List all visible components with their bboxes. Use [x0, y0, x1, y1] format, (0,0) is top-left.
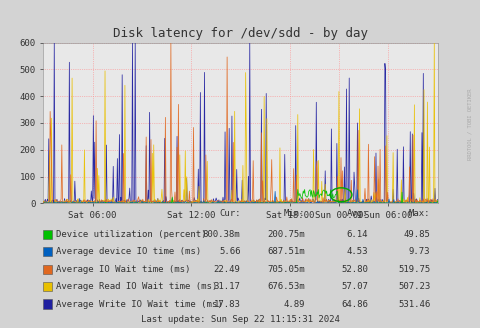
Text: RRDTOOL / TOBI OETIKER: RRDTOOL / TOBI OETIKER: [467, 89, 472, 160]
Text: 800.38m: 800.38m: [203, 230, 240, 239]
Text: Avg:: Avg:: [346, 210, 367, 218]
Text: Last update: Sun Sep 22 11:15:31 2024: Last update: Sun Sep 22 11:15:31 2024: [141, 315, 339, 324]
Text: 9.73: 9.73: [408, 247, 430, 256]
Text: Average device IO time (ms): Average device IO time (ms): [56, 247, 201, 256]
Text: Min:: Min:: [283, 210, 305, 218]
Text: 31.17: 31.17: [213, 282, 240, 291]
Text: Average Write IO Wait time (ms): Average Write IO Wait time (ms): [56, 299, 222, 309]
Text: 49.85: 49.85: [403, 230, 430, 239]
Text: 676.53m: 676.53m: [267, 282, 305, 291]
Text: Max:: Max:: [408, 210, 430, 218]
Text: 705.05m: 705.05m: [267, 265, 305, 274]
Text: 4.53: 4.53: [346, 247, 367, 256]
Text: Average IO Wait time (ms): Average IO Wait time (ms): [56, 265, 190, 274]
Text: 22.49: 22.49: [213, 265, 240, 274]
Text: 52.80: 52.80: [340, 265, 367, 274]
Text: 5.66: 5.66: [218, 247, 240, 256]
Text: Average Read IO Wait time (ms): Average Read IO Wait time (ms): [56, 282, 216, 291]
Text: 57.07: 57.07: [340, 282, 367, 291]
Text: 531.46: 531.46: [397, 299, 430, 309]
Text: 507.23: 507.23: [397, 282, 430, 291]
Text: 200.75m: 200.75m: [267, 230, 305, 239]
Text: Cur:: Cur:: [218, 210, 240, 218]
Text: 6.14: 6.14: [346, 230, 367, 239]
Text: 687.51m: 687.51m: [267, 247, 305, 256]
Text: 4.89: 4.89: [283, 299, 305, 309]
Text: 64.86: 64.86: [340, 299, 367, 309]
Text: 17.83: 17.83: [213, 299, 240, 309]
Title: Disk latency for /dev/sdd - by day: Disk latency for /dev/sdd - by day: [113, 27, 367, 40]
Text: 519.75: 519.75: [397, 265, 430, 274]
Text: Device utilization (percent): Device utilization (percent): [56, 230, 206, 239]
